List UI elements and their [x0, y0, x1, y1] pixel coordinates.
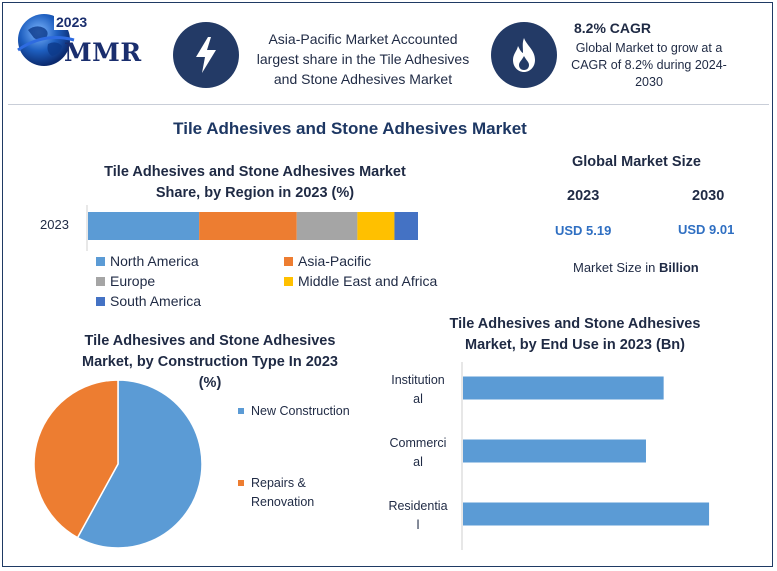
enduse-category-label: Commerci [390, 436, 447, 450]
enduse-bar [463, 376, 664, 400]
region-chart-title: Tile Adhesives and Stone Adhesives Marke… [70, 162, 440, 204]
pie-slice [76, 379, 203, 549]
legend-item: Middle East and Africa [284, 273, 437, 289]
market-size-unit-bold: Billion [658, 260, 699, 275]
legend-swatch [284, 276, 293, 286]
legend-item: South America [96, 293, 201, 309]
pie-legend-label: New Construction [251, 402, 350, 421]
market-size-year-2023: 2023 [567, 188, 600, 204]
enduse-chart-title-line: Market, by End Use in 2023 (Bn) [465, 337, 685, 353]
legend-swatch [96, 276, 105, 286]
construction-legend: New Construction Repairs & Renovation [238, 402, 378, 522]
legend-label: Europe [110, 273, 156, 289]
pie-legend-label-line: Repairs & [251, 476, 306, 490]
pie-legend-swatch [238, 480, 244, 486]
logo-name: MMR [64, 38, 142, 67]
legend-label: Asia-Pacific [298, 253, 372, 269]
enduse-chart-title: Tile Adhesives and Stone Adhesives Marke… [420, 314, 730, 356]
legend-label: Middle East and Africa [298, 273, 438, 289]
cagr-text: Global Market to grow at a CAGR of 8.2% … [560, 40, 738, 91]
cagr-badge [491, 22, 557, 88]
enduse-bar [463, 502, 710, 526]
construction-chart-title: Tile Adhesives and Stone Adhesives Marke… [50, 331, 370, 394]
cagr-text-line: CAGR of 8.2% during 2024- [571, 58, 727, 72]
region-chart-title-line: Tile Adhesives and Stone Adhesives Marke… [104, 164, 406, 180]
enduse-category-label: l [417, 518, 420, 532]
region-bar-segment [394, 212, 418, 240]
enduse-category-label: Institution [391, 373, 445, 387]
enduse-chart-title-line: Tile Adhesives and Stone Adhesives [449, 316, 701, 332]
legend-label: South America [110, 293, 202, 309]
market-size-unit-prefix: Market Size in [573, 260, 659, 275]
highlight-text-line: and Stone Adhesives Market [273, 71, 453, 87]
highlight-text-line: Asia-Pacific Market Accounted [268, 31, 458, 47]
region-chart-title-line: Share, by Region in 2023 (%) [155, 185, 355, 201]
legend-swatch [96, 256, 105, 266]
market-size-title: Global Market Size [572, 154, 701, 170]
pie-legend-item: Repairs & Renovation [238, 474, 314, 512]
highlight-text: Asia-Pacific Market Accounted largest sh… [243, 29, 483, 89]
region-stacked-bar-chart [86, 205, 418, 251]
legend-swatch [284, 256, 293, 266]
logo-year: 2023 [54, 14, 90, 30]
enduse-category-label: Residentia [388, 499, 447, 513]
highlight-badge [173, 22, 239, 88]
flame-icon [513, 38, 535, 72]
lightning-bolt-icon [196, 37, 216, 73]
legend-item: North America [96, 253, 199, 269]
pie-legend-label: Repairs & Renovation [251, 474, 314, 512]
construction-chart-title-line: Tile Adhesives and Stone Adhesives [84, 333, 336, 349]
pie-legend-swatch [238, 408, 244, 414]
region-legend: North America Asia-Pacific Europe Middle Ea… [96, 253, 476, 313]
market-size-year-2030: 2030 [692, 188, 725, 204]
header-divider [8, 104, 769, 105]
enduse-category-label: al [413, 392, 423, 406]
construction-chart-title-line: (%) [198, 375, 222, 391]
enduse-bar-chart: Institution al Commerci al Residentia l [388, 362, 710, 550]
construction-pie-chart [33, 379, 203, 549]
legend-swatch [96, 296, 105, 306]
market-size-value-2023: USD 5.19 [555, 223, 612, 238]
cagr-text-line: Global Market to grow at a [575, 41, 723, 55]
legend-label: North America [110, 253, 199, 269]
pie-legend-item: New Construction [238, 402, 350, 421]
region-bar-segment [88, 212, 200, 240]
legend-item: Asia-Pacific [284, 253, 371, 269]
region-bar-category-label: 2023 [40, 217, 69, 232]
market-size-value-2030: USD 9.01 [678, 222, 735, 237]
page-title: Tile Adhesives and Stone Adhesives Marke… [173, 119, 527, 138]
pie-legend-label-line: Renovation [251, 495, 315, 509]
pie-legend-label-line: New Construction [251, 404, 350, 418]
enduse-bar [463, 439, 646, 463]
market-size-unit: Market Size in Billion [573, 260, 699, 275]
cagr-text-line: 2030 [635, 75, 663, 89]
enduse-category-label: al [413, 455, 423, 469]
highlight-text-line: largest share in the Tile Adhesives [256, 51, 470, 67]
region-bar-segment [199, 212, 297, 240]
legend-item: Europe [96, 273, 155, 289]
region-bar-segment [296, 212, 358, 240]
construction-chart-title-line: Market, by Construction Type In 2023 [82, 354, 338, 370]
cagr-title: 8.2% CAGR [574, 20, 652, 36]
pie-slice [33, 379, 119, 539]
logo: MMR 2023 [14, 10, 164, 72]
region-bar-segment [357, 212, 395, 240]
